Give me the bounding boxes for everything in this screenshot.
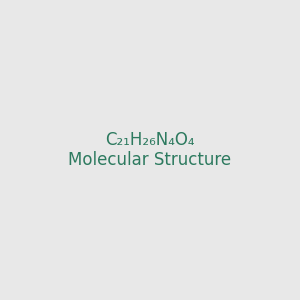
Text: C₂₁H₂₆N₄O₄
Molecular Structure: C₂₁H₂₆N₄O₄ Molecular Structure	[68, 130, 232, 170]
